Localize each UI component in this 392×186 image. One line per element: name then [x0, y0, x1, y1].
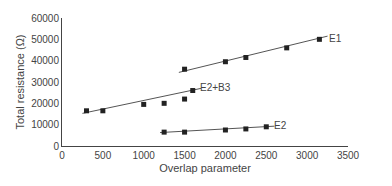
svg-text:1000: 1000	[133, 150, 156, 161]
svg-text:30000: 30000	[31, 77, 59, 88]
svg-text:E2: E2	[274, 120, 287, 131]
svg-text:40000: 40000	[31, 55, 59, 66]
svg-text:60000: 60000	[31, 13, 59, 24]
svg-text:2500: 2500	[255, 150, 278, 161]
svg-text:Total resistance (Ω): Total resistance (Ω)	[14, 34, 26, 129]
svg-text:Overlap parameter: Overlap parameter	[159, 162, 251, 174]
svg-text:50000: 50000	[31, 34, 59, 45]
svg-text:E1: E1	[329, 33, 342, 44]
svg-text:0: 0	[59, 150, 65, 161]
svg-text:500: 500	[95, 150, 112, 161]
svg-text:0: 0	[53, 141, 59, 152]
svg-text:10000: 10000	[31, 119, 59, 130]
svg-text:E2+B3: E2+B3	[200, 82, 231, 93]
svg-text:1500: 1500	[173, 150, 196, 161]
svg-text:3000: 3000	[296, 150, 319, 161]
svg-text:20000: 20000	[31, 98, 59, 109]
svg-text:3500: 3500	[337, 150, 360, 161]
svg-text:2000: 2000	[214, 150, 237, 161]
